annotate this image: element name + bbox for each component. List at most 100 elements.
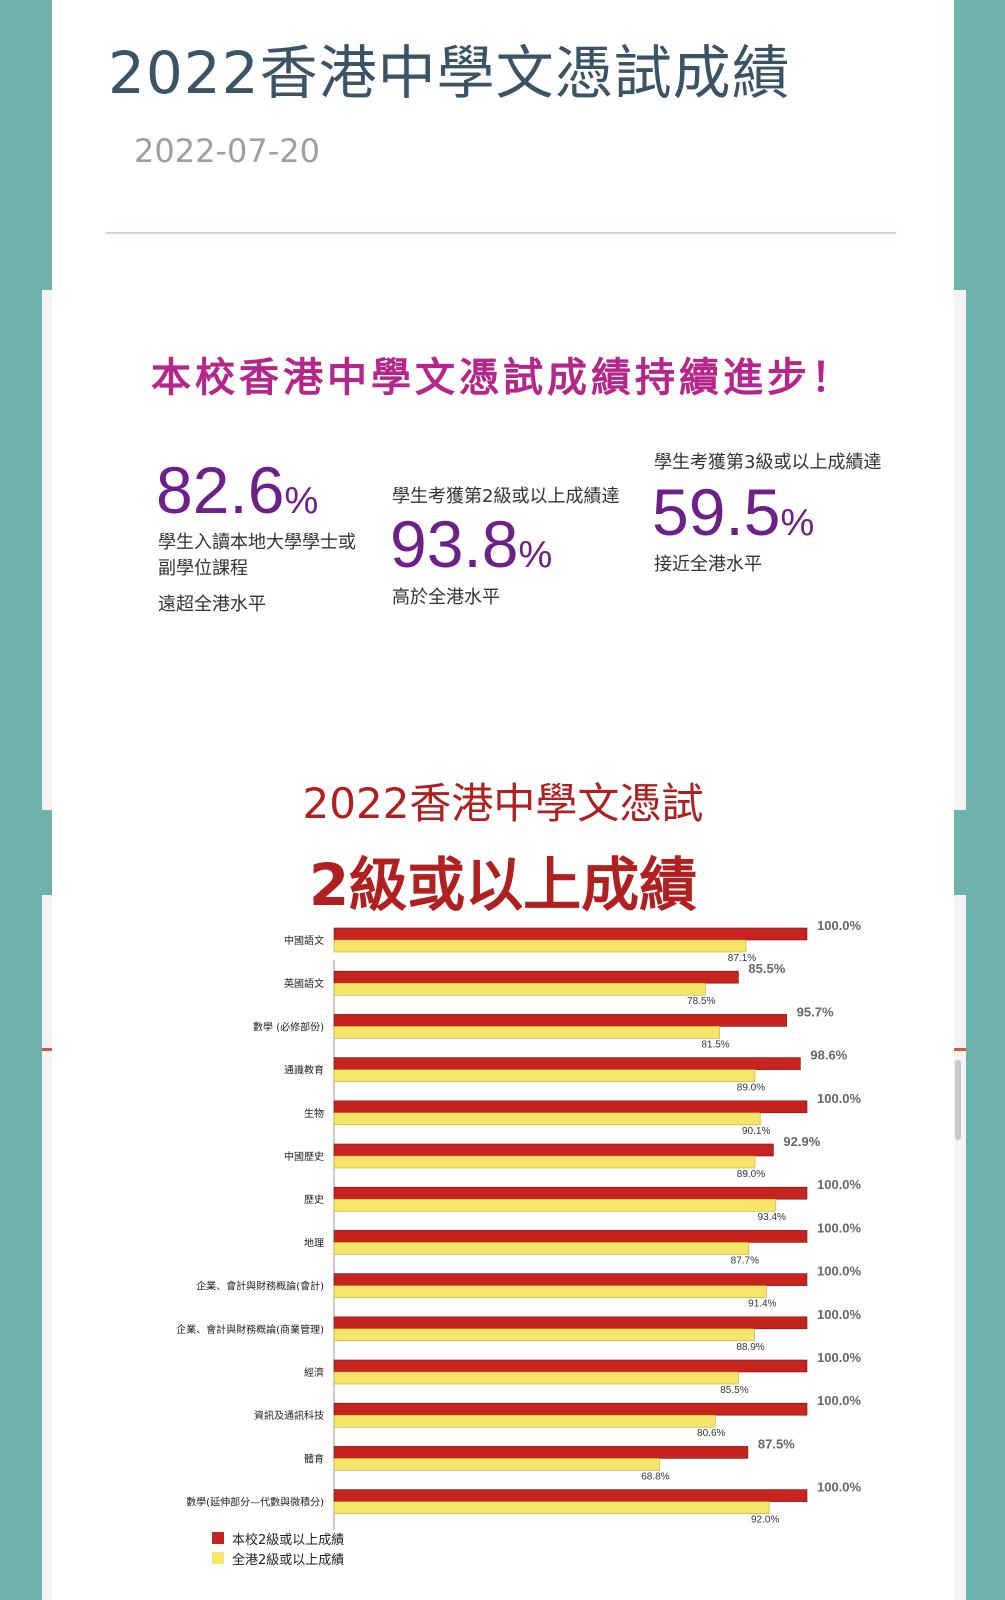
value-label-school: 100.0%	[817, 1264, 862, 1279]
bar-school	[333, 1143, 774, 1157]
bar-hk	[333, 1069, 756, 1082]
publish-date: 2022-07-20	[134, 132, 320, 170]
value-label-hk: 91.4%	[748, 1299, 776, 1310]
stat-prefix: 學生考獲第2級或以上成績達	[392, 486, 620, 507]
category-label: 中國歷史	[284, 1150, 324, 1163]
value-label-school: 100.0%	[817, 1307, 862, 1322]
page-title: 2022香港中學文憑試成績	[108, 39, 791, 107]
value-label-school: 100.0%	[817, 1393, 862, 1408]
value-label-school: 100.0%	[817, 1220, 862, 1235]
category-label: 企業、會計與財務概論(商業管理)	[176, 1323, 324, 1336]
bar-hk	[333, 1155, 756, 1169]
bar-school	[333, 1316, 808, 1330]
value-label-hk: 87.1%	[728, 953, 756, 964]
bar-school	[333, 1186, 808, 1200]
legend-item-hk: 全港2級或以上成績	[212, 1548, 344, 1568]
stat-note: 高於全港水平	[392, 587, 500, 608]
bar-hk	[333, 1112, 761, 1126]
stat-prefix: 學生考獲第3級或以上成績達	[654, 452, 882, 473]
bar-school	[333, 1014, 787, 1027]
legend-label: 本校2級或以上成績	[232, 1532, 345, 1548]
stat-university-rate: 82.6%	[156, 452, 318, 528]
stat-level3-rate: 59.5%	[652, 474, 814, 550]
stat-level2-rate: 93.8%	[390, 506, 552, 582]
bar-hk	[333, 1458, 660, 1471]
bar-school	[333, 1230, 808, 1243]
category-label: 英國語文	[284, 977, 324, 990]
stat-desc-line: 副學位課程	[158, 558, 248, 579]
bar-school	[333, 1273, 808, 1286]
scrollbar-thumb[interactable]	[955, 1060, 961, 1140]
bar-hk	[333, 1371, 739, 1385]
value-label-hk: 92.0%	[751, 1515, 779, 1526]
value-label-school: 100.0%	[817, 1350, 862, 1365]
results-headline: 本校香港中學文憑試成績持續進步！	[151, 355, 855, 401]
stat-value: 59.5	[652, 475, 781, 549]
value-label-school: 92.9%	[783, 1134, 820, 1149]
bar-school	[333, 1057, 801, 1070]
value-label-school: 100.0%	[817, 1091, 862, 1106]
bar-hk	[333, 1026, 720, 1039]
bar-school	[333, 1489, 808, 1502]
category-label: 生物	[304, 1107, 324, 1120]
bar-school	[333, 1100, 808, 1114]
value-label-hk: 89.0%	[737, 1169, 765, 1180]
legend-swatch	[212, 1552, 224, 1564]
bar-hk	[333, 1328, 755, 1342]
bar-hk	[333, 1242, 750, 1255]
category-label: 數學(延伸部分—代數與微積分)	[186, 1496, 324, 1509]
stat-unit: %	[780, 502, 815, 544]
value-label-hk: 80.6%	[697, 1428, 725, 1439]
value-label-school: 85.5%	[748, 961, 785, 976]
value-label-school: 87.5%	[758, 1436, 795, 1451]
bar-hk	[333, 939, 747, 953]
bar-school	[333, 1359, 808, 1373]
legend-swatch	[212, 1532, 224, 1544]
bar-hk	[333, 1501, 770, 1514]
value-label-hk: 68.8%	[641, 1471, 669, 1482]
bar-hk	[333, 1198, 777, 1212]
bar-chart: 中國語文 100.0% 87.1% 英國語文 85.5% 78.5% 數學 (必修部份) 95…	[176, 920, 862, 1530]
category-label: 體育	[304, 1452, 324, 1465]
category-label: 地理	[304, 1236, 324, 1249]
chart-legend: 本校2級或以上成績 全港2級或以上成績	[212, 1528, 344, 1568]
stat-note: 接近全港水平	[654, 554, 762, 575]
stat-unit: %	[284, 480, 319, 522]
legend-label: 全港2級或以上成績	[232, 1552, 345, 1568]
category-label: 企業、會計與財務概論(會計)	[196, 1280, 324, 1293]
value-label-school: 98.6%	[810, 1048, 847, 1063]
value-label-hk: 81.5%	[701, 1039, 729, 1050]
stat-value: 93.8	[390, 507, 519, 581]
value-label-hk: 85.5%	[720, 1385, 748, 1396]
category-label: 通識教育	[284, 1064, 324, 1077]
chart-title-line1: 2022香港中學文憑試	[302, 779, 704, 828]
value-label-hk: 87.7%	[731, 1255, 759, 1266]
category-label: 資訊及通訊科技	[254, 1409, 324, 1422]
legend-item-school: 本校2級或以上成績	[212, 1528, 344, 1548]
value-label-school: 95.7%	[797, 1004, 834, 1019]
chart-title-line2: 2級或以上成績	[308, 851, 698, 919]
category-label: 數學 (必修部份)	[253, 1020, 324, 1033]
bar-school	[333, 1402, 808, 1416]
bar-school	[333, 927, 808, 941]
stat-value: 82.6	[156, 453, 285, 527]
value-label-school: 100.0%	[817, 920, 862, 933]
background-accent-line	[944, 1048, 966, 1051]
article-panel[interactable]: 2022香港中學文憑試成績 2022-07-20 本校香港中學文憑試成績持續進步…	[52, 0, 954, 1600]
stat-note: 遠超全港水平	[158, 594, 266, 615]
bar-school	[333, 1446, 749, 1459]
value-label-school: 100.0%	[817, 1480, 862, 1495]
bar-hk	[333, 1414, 716, 1428]
divider	[106, 232, 896, 234]
category-label: 歷史	[304, 1194, 324, 1206]
value-label-hk: 93.4%	[758, 1212, 786, 1223]
category-label: 經濟	[304, 1366, 324, 1379]
stat-description: 學生入讀本地大學學士或 副學位課程 遠超全港水平	[158, 530, 356, 618]
value-label-hk: 88.9%	[736, 1342, 764, 1353]
stat-unit: %	[518, 534, 553, 576]
bar-school	[333, 970, 739, 984]
bar-hk	[333, 1285, 767, 1298]
value-label-hk: 78.5%	[687, 996, 715, 1007]
stat-desc-line: 學生入讀本地大學學士或	[158, 532, 356, 553]
value-label-school: 100.0%	[817, 1177, 862, 1192]
